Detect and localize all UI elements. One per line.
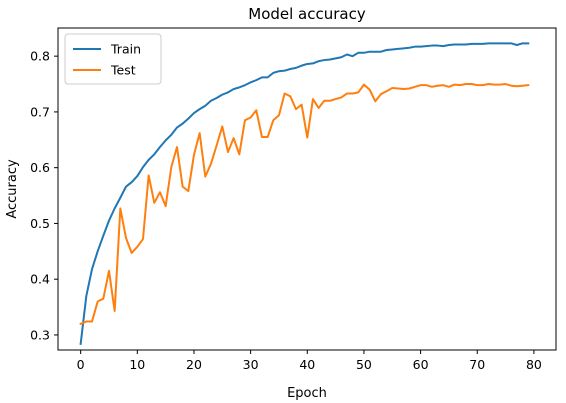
- x-axis-label: Epoch: [287, 386, 327, 401]
- legend-label-train: Train: [110, 42, 141, 57]
- x-tick-label: 40: [299, 357, 315, 372]
- y-axis-label: Accuracy: [5, 159, 20, 219]
- x-tick-label: 60: [413, 357, 429, 372]
- x-tick-label: 70: [469, 357, 485, 372]
- x-tick-label: 10: [129, 357, 145, 372]
- legend: Train Test: [64, 33, 162, 85]
- y-tick-label: 0.8: [30, 49, 50, 64]
- y-tick-label: 0.4: [30, 272, 50, 287]
- x-tick-label: 50: [356, 357, 372, 372]
- series-line-train: [79, 42, 530, 345]
- x-tick-label: 20: [186, 357, 202, 372]
- plot-area: 0 10 20 30 40 50 60 70 80 0.3 0.4 0.5 0.6 0.7 0.8: [30, 27, 557, 372]
- series-line-test: [79, 83, 530, 326]
- y-tick-label: 0.3: [30, 327, 50, 342]
- legend-label-test: Test: [110, 63, 136, 78]
- y-tick-label: 0.5: [30, 216, 50, 231]
- x-tick-label: 0: [77, 357, 85, 372]
- y-tick-label: 0.6: [30, 160, 50, 175]
- chart-title: Model accuracy: [248, 5, 366, 23]
- x-tick-label: 80: [526, 357, 542, 372]
- legend-box: [64, 33, 162, 85]
- x-tick-label: 30: [243, 357, 259, 372]
- y-tick-label: 0.7: [30, 104, 50, 119]
